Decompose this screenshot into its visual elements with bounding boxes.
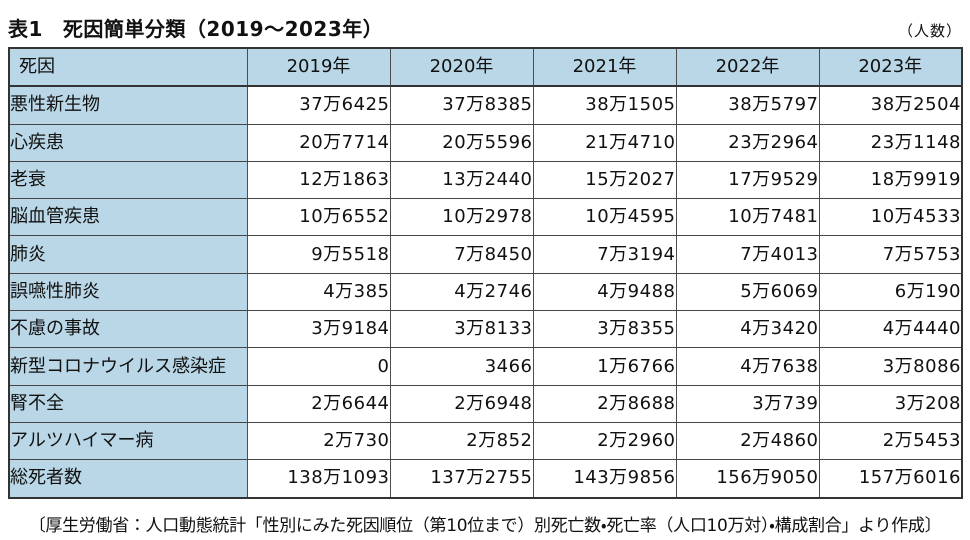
death-cause-table: 死因 2019年 2020年 2021年 2022年 2023年 悪性新生物 37万6425… xyxy=(8,47,963,499)
value-cell: 2万730 xyxy=(246,421,391,461)
cause-cell: 悪性新生物 xyxy=(8,85,248,125)
header-cell-year: 2020年 xyxy=(389,47,534,88)
value-cell: 37万6425 xyxy=(246,85,391,125)
value-cell: 4万7638 xyxy=(675,347,820,386)
table-row: 総死者数 138万1093 137万2755 143万9856 156万9050 157万… xyxy=(8,459,963,499)
value-cell: 13万2440 xyxy=(389,160,534,200)
table-row: 新型コロナウイルス感染症 0 3466 1万6766 4万7638 3万8086 xyxy=(8,347,963,386)
table-row: 不慮の事故 3万9184 3万8133 3万8355 4万3420 4万4440 xyxy=(8,310,963,349)
table-row: 心疾患 20万7714 20万5596 21万4710 23万2964 23万1148 xyxy=(8,123,963,162)
header-cell-year: 2022年 xyxy=(675,47,820,88)
cause-cell: 不慮の事故 xyxy=(8,310,248,349)
value-cell: 2万2960 xyxy=(532,421,677,461)
table-row: 誤嚥性肺炎 4万385 4万2746 4万9488 5万6069 6万190 xyxy=(8,272,963,312)
table-title: 表1 死因簡単分類（2019～2023年） xyxy=(8,13,383,42)
value-cell: 4万9488 xyxy=(532,272,677,312)
value-cell: 10万4595 xyxy=(532,198,677,237)
header-cell-year: 2019年 xyxy=(246,47,391,88)
cause-cell: 誤嚥性肺炎 xyxy=(8,272,248,312)
unit-note: （人数） xyxy=(897,22,962,40)
value-cell: 2万5453 xyxy=(818,421,963,461)
table-row: 老衰 12万1863 13万2440 15万2027 17万9529 18万9919 xyxy=(8,160,963,200)
cause-cell: アルツハイマー病 xyxy=(8,421,248,461)
cause-cell: 新型コロナウイルス感染症 xyxy=(8,347,248,386)
value-cell: 4万385 xyxy=(246,272,391,312)
value-cell: 9万5518 xyxy=(246,235,391,274)
value-cell: 1万6766 xyxy=(532,347,677,386)
value-cell: 3万9184 xyxy=(246,310,391,349)
value-cell: 17万9529 xyxy=(675,160,820,200)
value-cell: 156万9050 xyxy=(675,459,820,499)
value-cell: 7万5753 xyxy=(818,235,963,274)
value-cell: 20万7714 xyxy=(246,123,391,162)
table-row: 脳血管疾患 10万6552 10万2978 10万4595 10万7481 10万4533 xyxy=(8,198,963,237)
table-row: 肺炎 9万5518 7万8450 7万3194 7万4013 7万5753 xyxy=(8,235,963,274)
value-cell: 138万1093 xyxy=(246,459,391,499)
table-row: 悪性新生物 37万6425 37万8385 38万1505 38万5797 38万2504 xyxy=(8,85,963,125)
value-cell: 10万2978 xyxy=(389,198,534,237)
cause-cell: 総死者数 xyxy=(8,459,248,499)
value-cell: 7万8450 xyxy=(389,235,534,274)
value-cell: 7万3194 xyxy=(532,235,677,274)
table-row: 腎不全 2万6644 2万6948 2万8688 3万739 3万208 xyxy=(8,384,963,423)
value-cell: 2万6644 xyxy=(246,384,391,423)
value-cell: 38万5797 xyxy=(675,85,820,125)
value-cell: 10万7481 xyxy=(675,198,820,237)
cause-cell: 肺炎 xyxy=(8,235,248,274)
value-cell: 4万4440 xyxy=(818,310,963,349)
table-body: 悪性新生物 37万6425 37万8385 38万1505 38万5797 38万2504… xyxy=(8,85,963,499)
value-cell: 12万1863 xyxy=(246,160,391,200)
value-cell: 143万9856 xyxy=(532,459,677,499)
value-cell: 20万5596 xyxy=(389,123,534,162)
value-cell: 157万6016 xyxy=(818,459,963,499)
value-cell: 15万2027 xyxy=(532,160,677,200)
table-row: アルツハイマー病 2万730 2万852 2万2960 2万4860 2万5453 xyxy=(8,421,963,461)
value-cell: 21万4710 xyxy=(532,123,677,162)
value-cell: 10万6552 xyxy=(246,198,391,237)
value-cell: 23万2964 xyxy=(675,123,820,162)
header-cell-year: 2021年 xyxy=(532,47,677,88)
title-row: 表1 死因簡単分類（2019～2023年） （人数） xyxy=(8,6,962,42)
value-cell: 3万8086 xyxy=(818,347,963,386)
value-cell: 4万2746 xyxy=(389,272,534,312)
value-cell: 2万8688 xyxy=(532,384,677,423)
value-cell: 3万8133 xyxy=(389,310,534,349)
table-title-text: 死因簡単分類（2019～2023年） xyxy=(62,17,384,41)
table-number-label: 表1 xyxy=(8,17,43,41)
value-cell: 10万4533 xyxy=(818,198,963,237)
value-cell: 3万8355 xyxy=(532,310,677,349)
value-cell: 6万190 xyxy=(818,272,963,312)
value-cell: 37万8385 xyxy=(389,85,534,125)
header-row: 死因 2019年 2020年 2021年 2022年 2023年 xyxy=(8,47,963,88)
value-cell: 137万2755 xyxy=(389,459,534,499)
value-cell: 3万208 xyxy=(818,384,963,423)
value-cell: 2万852 xyxy=(389,421,534,461)
value-cell: 23万1148 xyxy=(818,123,963,162)
cause-cell: 脳血管疾患 xyxy=(8,198,248,237)
value-cell: 18万9919 xyxy=(818,160,963,200)
value-cell: 2万4860 xyxy=(675,421,820,461)
cause-cell: 心疾患 xyxy=(8,123,248,162)
value-cell: 5万6069 xyxy=(675,272,820,312)
value-cell: 3万739 xyxy=(675,384,820,423)
value-cell: 38万2504 xyxy=(818,85,963,125)
value-cell: 38万1505 xyxy=(532,85,677,125)
cause-cell: 腎不全 xyxy=(8,384,248,423)
value-cell: 3466 xyxy=(389,347,534,386)
header-cell-year: 2023年 xyxy=(818,47,963,88)
value-cell: 7万4013 xyxy=(675,235,820,274)
value-cell: 4万3420 xyxy=(675,310,820,349)
value-cell: 2万6948 xyxy=(389,384,534,423)
value-cell: 0 xyxy=(246,347,391,386)
source-note: 〔厚生労働省：人口動態統計「性別にみた死因順位（第10位まで）別死亡数・死亡率（… xyxy=(28,515,942,536)
header-cell-cause: 死因 xyxy=(8,47,248,88)
cause-cell: 老衰 xyxy=(8,160,248,200)
